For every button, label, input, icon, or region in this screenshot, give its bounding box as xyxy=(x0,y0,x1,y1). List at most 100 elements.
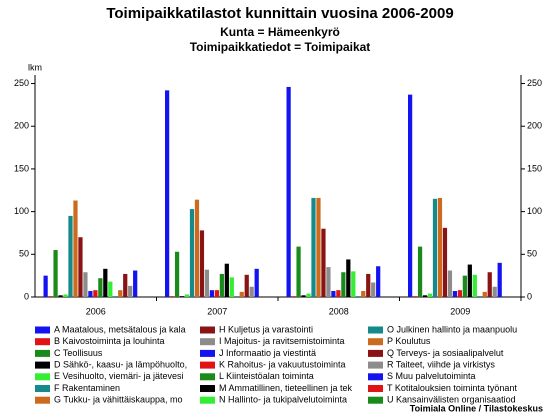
legend-label: A Maatalous, metsätalous ja kala xyxy=(54,324,186,334)
bar xyxy=(68,215,73,297)
bar xyxy=(417,246,423,297)
bar xyxy=(286,86,291,297)
y-tick-label: 200 xyxy=(527,121,542,131)
bar xyxy=(412,296,418,297)
x-tick-label: 2008 xyxy=(329,306,349,316)
bar xyxy=(408,94,413,297)
legend-label: B Kaivostoiminta ja louhinta xyxy=(54,336,165,346)
bar xyxy=(194,199,200,297)
legend-label: E Vesihuolto, viemäri- ja jätevesi xyxy=(54,371,184,381)
bar xyxy=(174,251,180,297)
y-tick-label: 150 xyxy=(527,163,542,173)
y-tick-label: 150 xyxy=(14,163,29,173)
bar xyxy=(376,266,381,297)
bar xyxy=(53,250,58,297)
y-tick-label: 50 xyxy=(19,249,29,259)
legend-label: R Taiteet, viihde ja virkistys xyxy=(387,359,495,369)
bar xyxy=(128,285,133,297)
bar xyxy=(346,259,351,297)
legend-swatch xyxy=(200,385,215,392)
bar xyxy=(199,230,205,297)
bar xyxy=(58,295,63,297)
bar xyxy=(311,197,316,297)
legend-label: T Kotitalouksien toiminta työnant xyxy=(387,383,517,393)
bar xyxy=(422,295,428,297)
bar xyxy=(169,296,175,297)
bar xyxy=(214,290,219,297)
bar xyxy=(133,270,138,297)
source: Toimiala Online / Tilastokeskus xyxy=(410,403,543,413)
bar xyxy=(204,269,210,297)
bar xyxy=(113,296,118,297)
bar xyxy=(477,296,482,297)
legend-label: J Informaatio ja viestintä xyxy=(219,348,316,358)
legend-swatch xyxy=(35,349,50,357)
legend-label: O Julkinen hallinto ja maanpuolu xyxy=(387,324,517,334)
bar xyxy=(296,246,301,297)
bar xyxy=(462,275,467,297)
legend-swatch xyxy=(200,349,215,357)
bar xyxy=(366,273,371,297)
legend-label: D Sähkö-, kaasu- ja lämpöhuolto, xyxy=(54,359,187,369)
bar xyxy=(179,296,185,297)
legend-swatch xyxy=(200,373,215,381)
bar xyxy=(103,268,108,297)
legend-label: H Kuljetus ja varastointi xyxy=(219,324,313,334)
bar xyxy=(356,296,361,297)
bar xyxy=(306,293,311,297)
bar xyxy=(361,291,366,297)
x-tick-label: 2006 xyxy=(86,306,106,316)
legend-swatch xyxy=(368,338,383,346)
bar xyxy=(165,90,170,297)
y-tick-label: 0 xyxy=(24,291,29,301)
legend-swatch xyxy=(200,361,215,369)
chart-title: Toimipaikkatilastot kunnittain vuosina 2… xyxy=(106,5,453,22)
bar xyxy=(472,274,477,297)
bar xyxy=(457,290,462,297)
bar xyxy=(341,272,346,297)
bar xyxy=(108,281,113,297)
legend-swatch xyxy=(368,349,383,357)
legend-swatch xyxy=(35,385,50,392)
bar xyxy=(447,270,453,297)
bar xyxy=(88,291,93,297)
bar xyxy=(492,286,497,297)
y-axis-label: lkm xyxy=(28,62,42,72)
y-tick-label: 50 xyxy=(527,249,537,259)
legend-label: Q Terveys- ja sosiaalipalvelut xyxy=(387,348,504,358)
legend-label: F Rakentaminen xyxy=(54,383,120,393)
y-tick-label: 250 xyxy=(14,78,29,88)
legend-swatch xyxy=(368,326,383,334)
legend-swatch xyxy=(35,338,50,346)
bar xyxy=(234,296,239,297)
bar xyxy=(209,290,215,297)
legend-label: N Hallinto- ja tukipalvelutoiminta xyxy=(219,395,347,405)
legend-label: K Rahoitus- ja vakuutustoiminta xyxy=(219,359,346,369)
bar xyxy=(63,294,68,297)
bar xyxy=(219,273,224,297)
bar xyxy=(93,290,98,297)
legend-swatch xyxy=(368,373,383,381)
bar xyxy=(487,272,492,297)
x-tick-label: 2007 xyxy=(207,306,227,316)
legend-swatch xyxy=(35,361,50,369)
chart-subtitle: Kunta = Hämeenkyrö xyxy=(220,25,340,39)
bar xyxy=(432,198,438,297)
bar xyxy=(244,274,249,297)
bar xyxy=(316,197,321,297)
bar xyxy=(224,263,229,297)
legend-swatch xyxy=(200,338,215,346)
chart-subtitle: Toimipaikkatiedot = Toimipaikat xyxy=(190,40,371,54)
legend-swatch xyxy=(368,385,383,392)
bar xyxy=(351,271,356,297)
bar xyxy=(321,228,326,297)
bar xyxy=(371,282,376,297)
bar xyxy=(336,290,341,297)
legend-swatch xyxy=(200,396,215,404)
legend-label: I Majoitus- ja ravitsemistoiminta xyxy=(219,336,345,346)
bar xyxy=(291,296,296,297)
bar xyxy=(78,237,83,297)
bar xyxy=(331,291,336,297)
y-tick-label: 200 xyxy=(14,121,29,131)
